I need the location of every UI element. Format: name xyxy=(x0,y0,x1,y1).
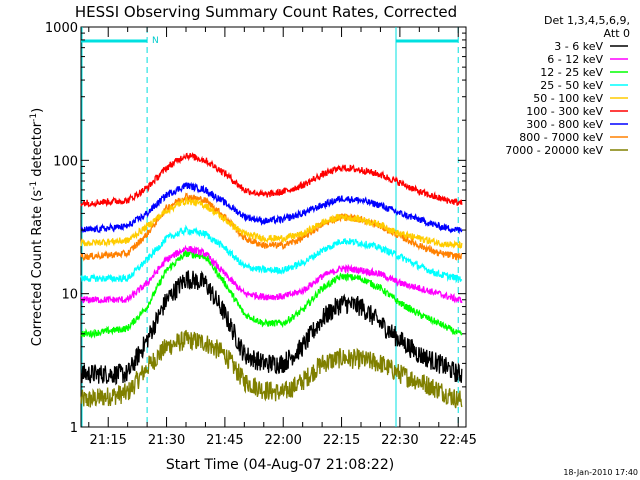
legend-header-1: Det 1,3,4,5,6,9, xyxy=(544,14,630,27)
series-line-4 xyxy=(80,197,463,249)
series-line-8 xyxy=(80,329,463,409)
series-line-5 xyxy=(80,151,463,208)
legend-label-1: 6 - 12 keV xyxy=(547,53,603,66)
y-axis-label-main: Corrected Count Rate (s xyxy=(30,190,45,347)
y-axis-label-exp2: -1 xyxy=(29,113,39,122)
x-tick-label-3: 22:00 xyxy=(264,433,301,448)
plot-frame xyxy=(80,26,467,428)
series-line-2 xyxy=(80,250,463,339)
y-tick-label-2: 100 xyxy=(53,154,78,169)
legend-label-7: 800 - 7000 keV xyxy=(519,131,603,144)
footer-date: 18-Jan-2010 17:40 xyxy=(563,468,638,477)
chart-title: HESSI Observing Summary Count Rates, Cor… xyxy=(75,3,457,21)
series-line-6 xyxy=(80,181,463,235)
series-line-1 xyxy=(80,244,463,304)
series-line-3 xyxy=(80,224,463,284)
legend-label-6: 300 - 800 keV xyxy=(526,118,603,131)
series-line-7 xyxy=(80,192,463,262)
y-axis-label-end: ) xyxy=(30,108,45,113)
legend-label-0: 3 - 6 keV xyxy=(554,40,603,53)
legend-label-8: 7000 - 20000 keV xyxy=(505,144,603,157)
legend-header-2: Att 0 xyxy=(604,27,630,40)
x-axis-ticks: 21:15 21:30 21:45 22:00 22:15 22:30 22:45 xyxy=(88,27,477,448)
series-line-0 xyxy=(80,270,463,386)
legend-label-3: 25 - 50 keV xyxy=(540,79,603,92)
x-tick-label-1: 21:30 xyxy=(148,433,185,448)
x-tick-label-5: 22:30 xyxy=(381,433,418,448)
y-tick-label-1: 10 xyxy=(61,288,78,303)
legend-label-5: 100 - 300 keV xyxy=(526,105,603,118)
y-tick-label-3: 1000 xyxy=(45,21,78,36)
y-axis-label: Corrected Count Rate (s-1 detector-1) xyxy=(29,108,45,346)
y-axis-label-exp1: -1 xyxy=(29,181,39,190)
x-tick-label-6: 22:45 xyxy=(439,433,476,448)
y-axis-ticks: 1 10 100 1000 xyxy=(45,21,466,436)
x-tick-label-2: 21:45 xyxy=(206,433,243,448)
legend-label-2: 12 - 25 keV xyxy=(540,66,603,79)
legend-label-4: 50 - 100 keV xyxy=(533,92,603,105)
y-tick-label-0: 1 xyxy=(70,421,78,436)
y-axis-label-mid: detector xyxy=(30,121,45,181)
x-tick-label-4: 22:15 xyxy=(323,433,360,448)
series-lines xyxy=(80,151,463,409)
x-axis-label: Start Time (04-Aug-07 21:08:22) xyxy=(166,457,394,473)
annotation-n: N xyxy=(152,36,159,46)
x-tick-label-0: 21:15 xyxy=(89,433,126,448)
